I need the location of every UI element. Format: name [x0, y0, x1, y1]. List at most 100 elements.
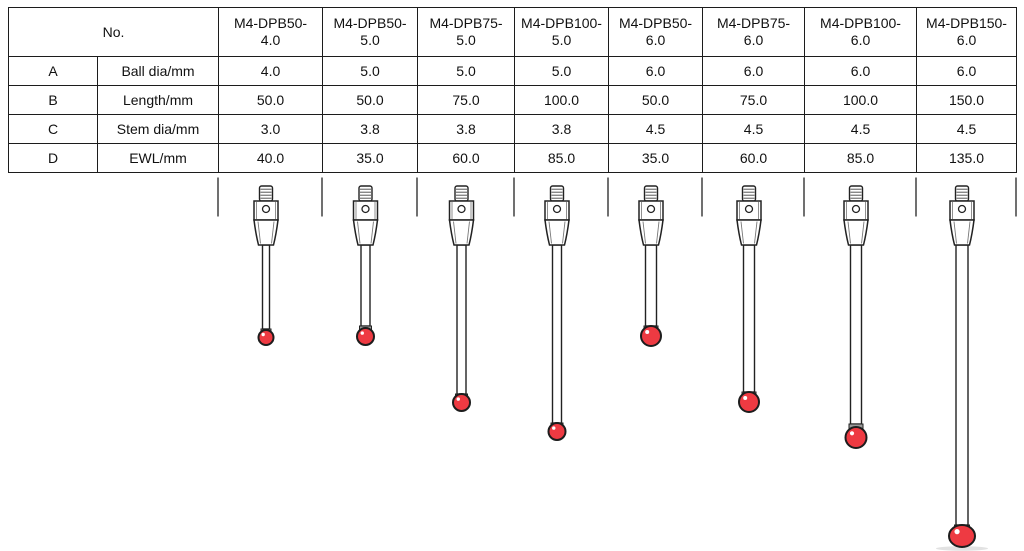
dowel-hole [552, 204, 562, 214]
model-name-line1: M4-DPB100- [521, 15, 602, 31]
spec-value: 40.0 [218, 143, 324, 173]
spec-value: 85.0 [804, 143, 918, 173]
model-name-line1: M4-DPB75- [716, 15, 791, 31]
table-corner-no-label: No. [7, 7, 220, 57]
ruby-ball [844, 426, 868, 449]
model-name-line1: M4-DPB75- [429, 15, 503, 31]
spec-value: 50.0 [218, 85, 324, 115]
model-column-header: M4-DPB75- 5.0 [417, 7, 516, 57]
stylus-thread [258, 185, 274, 202]
spec-row-C: C Stem dia/mm 3.0 3.8 3.8 3.8 4.5 4.5 4.5 4.5 [8, 114, 1018, 144]
model-name-line1: M4-DPB50- [333, 15, 407, 31]
ball-highlight-icon [456, 397, 460, 401]
row-letter: C [8, 114, 98, 144]
spec-value: 4.5 [804, 114, 918, 144]
model-name-line2: 5.0 [360, 32, 380, 48]
spec-row-D: D EWL/mm 40.0 35.0 60.0 85.0 35.0 60.0 85.0 135.0 [8, 143, 1018, 173]
stylus-stem [551, 244, 563, 424]
stylus-figure-M4-DPB75-5.0 [448, 185, 475, 412]
stylus-taper [949, 219, 975, 246]
ball-highlight-icon [261, 332, 265, 337]
taper-facet-line [548, 221, 552, 244]
taper-facet-line [847, 221, 851, 244]
model-name-line2: 4.0 [260, 32, 281, 48]
spec-value: 75.0 [702, 85, 806, 115]
spec-value: 60.0 [702, 143, 806, 173]
taper-facet-line [271, 221, 275, 244]
ruby-ball [948, 524, 976, 548]
row-label: EWL/mm [96, 143, 220, 173]
ruby-ball [356, 327, 375, 346]
ruby-ball [452, 393, 471, 412]
spec-value: 4.5 [916, 114, 1018, 144]
stylus-thread [358, 185, 373, 202]
taper-facet-line [453, 221, 457, 244]
model-name-line2: 6.0 [850, 32, 871, 48]
spec-row-A: A Ball dia/mm 4.0 5.0 5.0 5.0 6.0 6.0 6.0 6.0 [8, 56, 1018, 86]
model-name-line1: M4-DPB50- [618, 15, 693, 31]
ball-highlight-icon [743, 396, 748, 400]
spec-value: 3.0 [218, 114, 324, 144]
ruby-ball [547, 422, 567, 441]
stylus-figure-M4-DPB100-6.0 [843, 185, 869, 449]
taper-facet-line [642, 221, 646, 244]
spec-value: 6.0 [804, 56, 918, 86]
spec-value: 100.0 [804, 85, 918, 115]
model-name-line2: 6.0 [743, 32, 764, 48]
spec-value: 35.0 [322, 143, 419, 173]
spec-value: 3.8 [322, 114, 419, 144]
ball-highlight-icon [645, 330, 650, 334]
row-letter: D [8, 143, 98, 173]
model-column-header: M4-DPB150- 6.0 [916, 7, 1018, 57]
stylus-taper [448, 219, 475, 246]
spec-value: 5.0 [514, 56, 610, 86]
spec-value: 50.0 [322, 85, 419, 115]
row-label: Ball dia/mm [96, 56, 220, 86]
model-column-header: M4-DPB100- 6.0 [804, 7, 918, 57]
stylus-thread [848, 185, 864, 202]
spec-value: 6.0 [608, 56, 704, 86]
stylus-taper [352, 219, 379, 246]
stylus-thread [741, 185, 757, 202]
model-column-header: M4-DPB50- 4.0 [218, 7, 324, 57]
spec-value: 6.0 [702, 56, 806, 86]
stylus-thread [643, 185, 659, 202]
dowel-hole [261, 204, 271, 214]
stylus-taper [736, 219, 762, 246]
stylus-figure-M4-DPB100-5.0 [544, 185, 570, 441]
stylus-thread [454, 185, 469, 202]
spec-value: 60.0 [417, 143, 516, 173]
dowel-hole [957, 204, 967, 214]
spec-value: 4.5 [702, 114, 806, 144]
taper-facet-line [562, 221, 566, 244]
stylus-taper [253, 219, 279, 246]
stylus-stem [742, 244, 756, 393]
model-column-header: M4-DPB100- 5.0 [514, 7, 610, 57]
dowel-hole [646, 204, 656, 214]
model-column-header: M4-DPB50- 5.0 [322, 7, 419, 57]
spec-value: 35.0 [608, 143, 704, 173]
ball-highlight-icon [849, 431, 855, 436]
spec-value: 4.0 [218, 56, 324, 86]
model-name-line1: M4-DPB150- [926, 15, 1007, 31]
ruby-ball [738, 391, 760, 413]
spec-value: 50.0 [608, 85, 704, 115]
spec-value: 85.0 [514, 143, 610, 173]
row-letter: B [8, 85, 98, 115]
stylus-stem [456, 244, 467, 395]
spec-value: 75.0 [417, 85, 516, 115]
row-letter: A [8, 56, 98, 86]
stylus-stem [849, 244, 863, 425]
taper-facet-line [370, 221, 374, 244]
spec-table-body: A Ball dia/mm 4.0 5.0 5.0 5.0 6.0 6.0 6.0 6.0 B Len… [8, 56, 1018, 173]
stylus-figure-M4-DPB50-5.0 [352, 185, 379, 346]
stylus-figure-M4-DPB150-6.0 [936, 185, 988, 551]
ruby-ball [257, 329, 275, 346]
dowel-hole [457, 204, 466, 214]
model-name-line1: M4-DPB100- [820, 15, 901, 31]
model-name-line2: 6.0 [956, 32, 977, 48]
ball-shadow [936, 546, 988, 551]
spec-table: No. M4-DPB50- 4.0 M4-DPB50- 5.0 M4-DPB75- 5.0 M… [7, 7, 1018, 173]
ball-highlight-icon [360, 331, 364, 335]
